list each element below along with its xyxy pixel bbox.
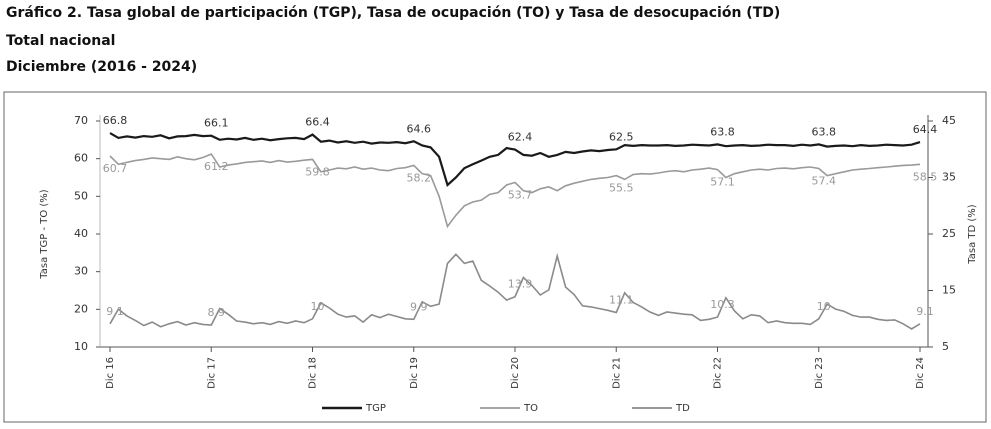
data-label: 8.9 <box>208 306 226 319</box>
data-label: 64.6 <box>407 122 432 135</box>
legend-label: TD <box>675 403 690 414</box>
data-label: 9.9 <box>410 300 428 313</box>
chart-subtitle: Total nacional <box>6 33 115 49</box>
data-label: 13.9 <box>508 278 533 291</box>
data-label: 62.4 <box>508 131 533 144</box>
x-tick-label: Dic 21 <box>611 357 622 389</box>
y2-tick-label: 35 <box>942 171 956 184</box>
y-axis-title: Tasa TGP - TO (%) <box>39 189 50 280</box>
y-tick-label: 70 <box>74 114 88 127</box>
data-label: 64.4 <box>913 123 938 136</box>
data-label: 10.3 <box>710 298 735 311</box>
series-line <box>109 132 921 187</box>
y2-tick-label: 25 <box>942 227 956 240</box>
data-label: 58.5 <box>913 170 938 183</box>
series-line <box>109 153 921 229</box>
y-tick-label: 20 <box>74 302 88 315</box>
data-label: 61.2 <box>204 160 229 173</box>
chart-title: Gráfico 2. Tasa global de participación … <box>6 5 780 21</box>
data-label: 57.1 <box>710 176 735 189</box>
y2-tick-label: 45 <box>942 114 956 127</box>
series-line <box>109 252 921 330</box>
data-label: 10 <box>817 300 831 313</box>
x-tick-label: Dic 16 <box>105 357 116 389</box>
x-tick-label: Dic 23 <box>814 357 825 389</box>
data-label: 11.1 <box>609 294 634 307</box>
data-label: 55.5 <box>609 182 634 195</box>
y-tick-label: 30 <box>74 265 88 278</box>
y-tick-label: 40 <box>74 227 88 240</box>
data-label: 66.1 <box>204 117 229 130</box>
data-label: 58.2 <box>407 171 432 184</box>
y2-tick-label: 15 <box>942 284 956 297</box>
x-tick-label: Dic 22 <box>713 357 724 389</box>
x-tick-label: Dic 19 <box>409 357 420 389</box>
data-label: 53.7 <box>508 188 533 201</box>
data-label: 60.7 <box>103 162 128 175</box>
legend-label: TO <box>523 403 538 414</box>
data-label: 63.8 <box>710 125 735 138</box>
chart-frame <box>3 91 987 423</box>
data-label: 66.4 <box>305 116 330 129</box>
data-label: 9.1 <box>916 305 934 318</box>
data-label: 62.5 <box>609 130 634 143</box>
legend-label: TGP <box>365 403 386 414</box>
data-label: 9.1 <box>106 305 124 318</box>
x-tick-label: Dic 20 <box>510 357 521 389</box>
x-tick-label: Dic 17 <box>206 357 217 389</box>
y-tick-label: 60 <box>74 152 88 165</box>
y-tick-label: 50 <box>74 189 88 202</box>
data-label: 59.8 <box>305 165 330 178</box>
y-tick-label: 10 <box>74 340 88 353</box>
chart-period: Diciembre (2016 - 2024) <box>6 59 197 75</box>
data-label: 63.8 <box>812 125 837 138</box>
x-tick-label: Dic 18 <box>308 357 319 389</box>
y2-axis-title: Tasa TD (%) <box>967 204 978 264</box>
y2-tick-label: 5 <box>942 340 949 353</box>
data-label: 66.8 <box>103 114 128 127</box>
x-tick-label: Dic 24 <box>915 357 926 389</box>
data-label: 10 <box>311 300 325 313</box>
data-label: 57.4 <box>812 174 837 187</box>
